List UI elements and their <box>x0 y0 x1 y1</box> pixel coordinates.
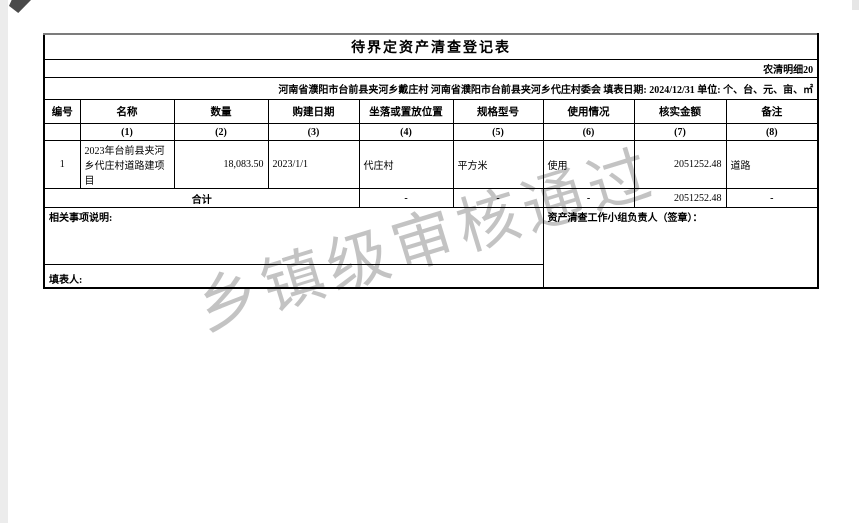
col-num-3: (3) <box>267 123 360 141</box>
total-usage: - <box>542 188 635 208</box>
preparer-row: 填表人: <box>43 264 818 289</box>
total-row: 合计 - - - 2051252.48 - <box>43 188 819 208</box>
leader-signature-label: 资产清查工作小组负责人（签章）： <box>542 207 819 289</box>
form-info-row: 河南省濮阳市台前县夹河乡戴庄村 河南省濮阳市台前县夹河乡代庄村委会 填表日期: … <box>43 77 819 100</box>
col-header-date: 购建日期 <box>267 99 360 124</box>
cell-usage: 使用 <box>542 140 635 189</box>
scrollbar-track[interactable] <box>852 0 859 10</box>
corner-watermark-fragment <box>9 0 31 13</box>
col-header-qty: 数量 <box>173 99 269 124</box>
notes-row: 相关事项说明: 资产清查工作小组负责人（签章）： <box>43 207 819 289</box>
title-row: 待界定资产清查登记表 <box>43 33 819 60</box>
form-info-line: 河南省濮阳市台前县夹河乡戴庄村 河南省濮阳市台前县夹河乡代庄村委会 填表日期: … <box>43 77 819 100</box>
form-code-row: 农清明细20 <box>43 59 819 78</box>
page-edge-left <box>0 0 8 523</box>
col-num-8: (8) <box>725 123 819 141</box>
cell-no: 1 <box>43 140 81 189</box>
total-label: 合计 <box>43 188 360 208</box>
total-amount: 2051252.48 <box>633 188 727 208</box>
col-header-note: 备注 <box>725 99 819 124</box>
cell-date: 2023/1/1 <box>267 140 360 189</box>
cell-amount: 2051252.48 <box>633 140 727 189</box>
cell-name: 2023年台前县夹河乡代庄村道路建项目 <box>79 140 175 189</box>
cell-qty: 18,083.50 <box>173 140 269 189</box>
asset-registration-table: 待界定资产清查登记表 农清明细20 河南省濮阳市台前县夹河乡戴庄村 河南省濮阳市… <box>43 33 820 289</box>
col-num-1: (1) <box>79 123 175 141</box>
column-number-row: (1) (2) (3) (4) (5) (6) (7) (8) <box>43 123 819 141</box>
total-note: - <box>725 188 819 208</box>
header-row: 编号 名称 数量 购建日期 坐落或置放位置 规格型号 使用情况 核实金额 备注 <box>43 99 819 124</box>
form-code: 农清明细20 <box>43 59 819 78</box>
col-num-5: (5) <box>452 123 544 141</box>
col-num-2: (2) <box>173 123 269 141</box>
table-row: 1 2023年台前县夹河乡代庄村道路建项目 18,083.50 2023/1/1… <box>43 140 819 189</box>
col-header-no: 编号 <box>43 99 81 124</box>
col-header-usage: 使用情况 <box>542 99 635 124</box>
form-title: 待界定资产清查登记表 <box>43 33 819 60</box>
col-num-4: (4) <box>358 123 454 141</box>
col-header-location: 坐落或置放位置 <box>358 99 454 124</box>
cell-spec: 平方米 <box>452 140 544 189</box>
col-num-7: (7) <box>633 123 727 141</box>
col-header-spec: 规格型号 <box>452 99 544 124</box>
total-location: - <box>358 188 454 208</box>
preparer-label: 填表人: <box>43 264 544 289</box>
col-header-name: 名称 <box>79 99 175 124</box>
cell-note: 道路 <box>725 140 819 189</box>
col-num-6: (6) <box>542 123 635 141</box>
total-spec: - <box>452 188 544 208</box>
notes-label: 相关事项说明: <box>43 207 544 265</box>
cell-location: 代庄村 <box>358 140 454 189</box>
col-num-0 <box>43 123 81 141</box>
col-header-amount: 核实金额 <box>633 99 727 124</box>
